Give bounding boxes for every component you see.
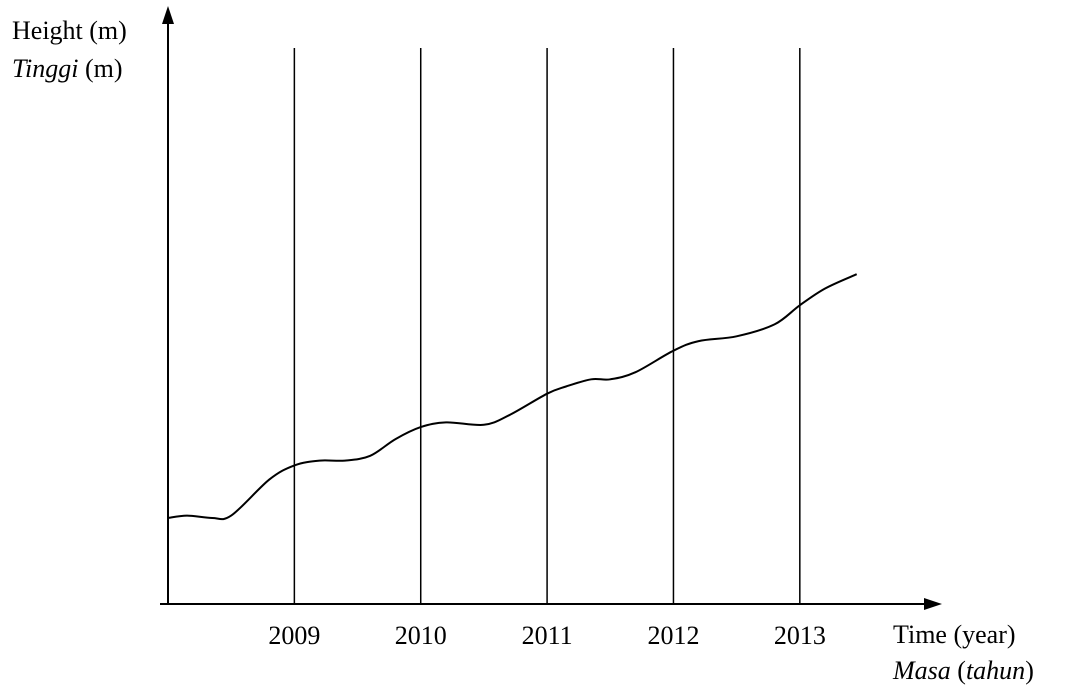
x-axis-title-ms: Masa [893,656,951,685]
height-curve [167,273,858,521]
x-axis-unit-ms: tahun [965,656,1026,685]
x-axis-label-english: Time (year) [893,620,1016,650]
x-tick-label-2012: 2012 [647,621,699,650]
y-axis-label-english: Height (m) [12,16,127,46]
x-axis-label-malay: Masa (tahun) [893,656,1034,686]
x-tick-label-2009: 2009 [268,621,320,650]
x-axis-title-en: Time [893,620,947,649]
x-tick-label-2013: 2013 [774,621,826,650]
y-axis-unit-ms: (m) [84,54,123,83]
y-axis-unit-en: (m) [89,16,127,45]
y-axis-arrow [162,6,174,24]
vertical-gridlines [293,48,801,604]
x-tick-label-2010: 2010 [395,621,447,650]
y-axis-label-malay: Tinggi (m) [12,54,123,84]
x-axis-arrow [924,598,942,610]
x-axis-unit-en: (year) [953,620,1016,649]
x-axis-paren-open: ( [957,656,966,685]
x-tick-labels: 2009 2010 2011 2012 2013 [268,621,825,650]
y-axis-title-ms: Tinggi [12,54,79,83]
x-axis-paren-close: ) [1025,656,1034,685]
x-tick-label-2011: 2011 [522,621,573,650]
y-axis-title-en: Height [12,16,83,45]
